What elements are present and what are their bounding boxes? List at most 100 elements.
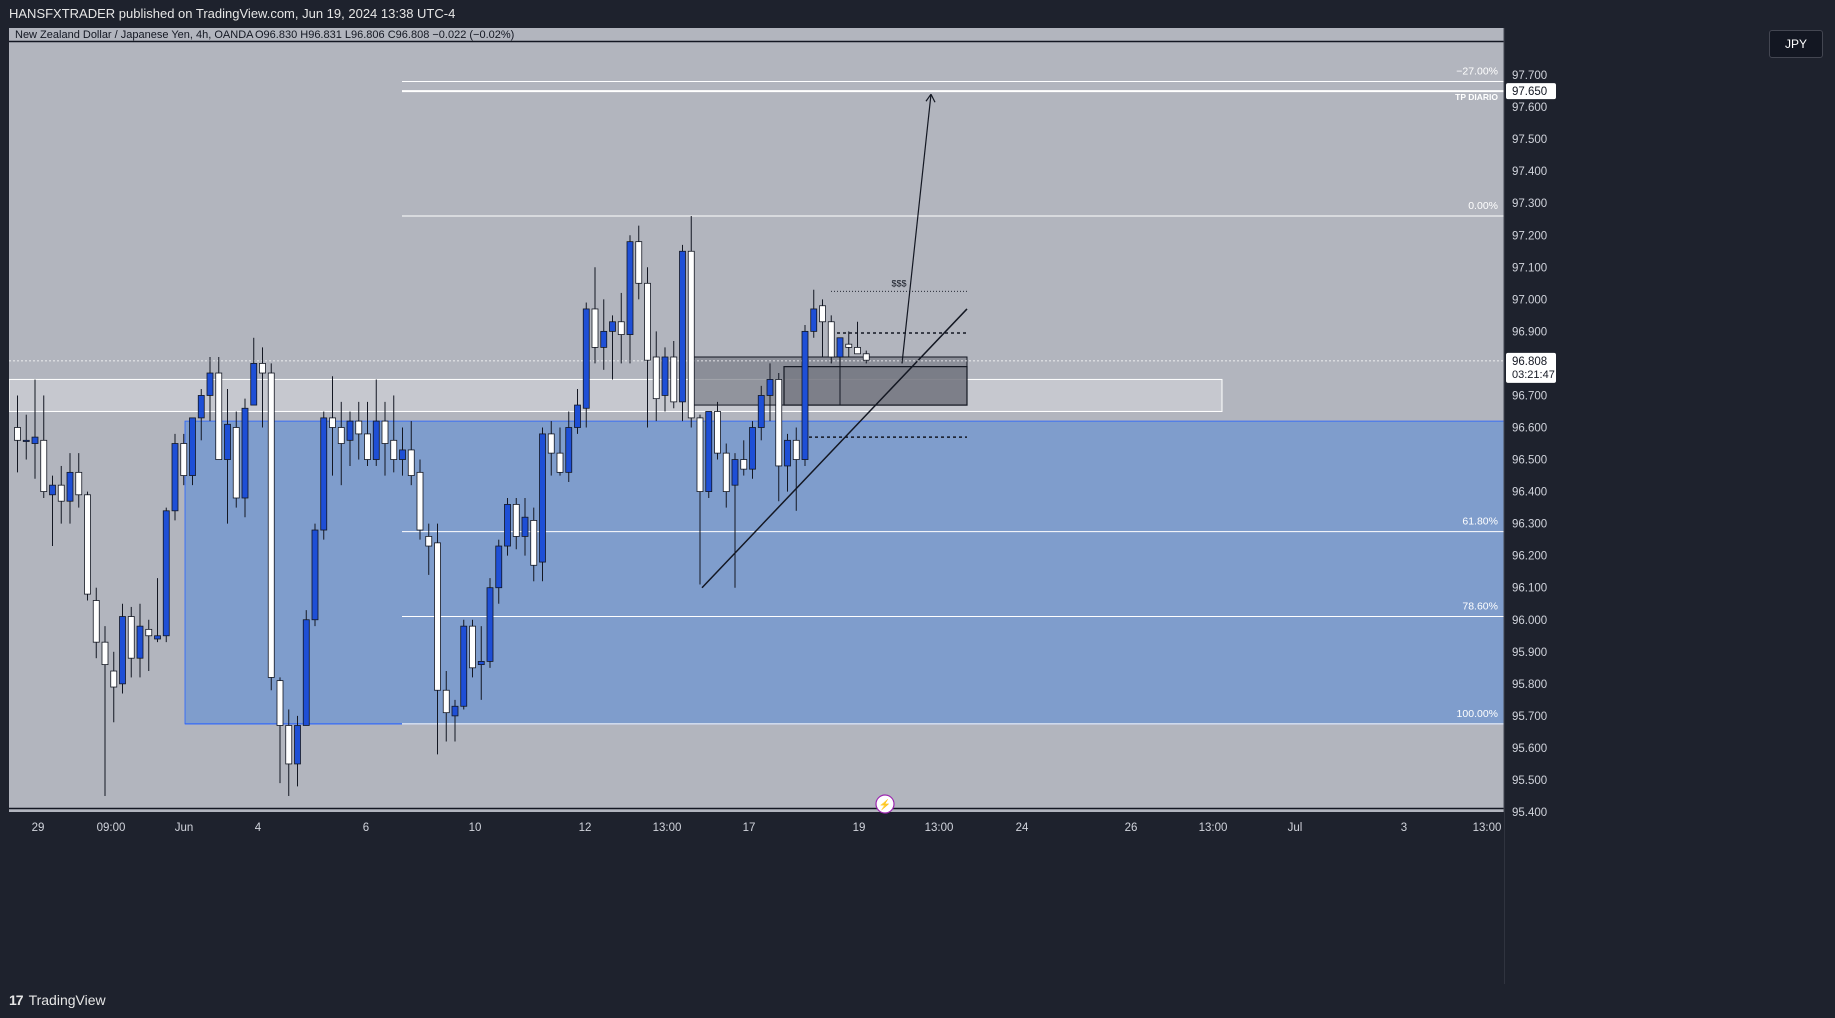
candle-body[interactable]	[661, 356, 669, 396]
candle-body[interactable]	[66, 471, 74, 502]
candle-body[interactable]	[757, 395, 765, 428]
candle-body[interactable]	[582, 308, 590, 409]
candle-body[interactable]	[84, 494, 91, 595]
candle-body[interactable]	[810, 308, 818, 332]
candle-body[interactable]	[477, 661, 485, 666]
candle-body[interactable]	[302, 619, 310, 726]
candle-body[interactable]	[92, 600, 100, 643]
candle-body[interactable]	[241, 407, 249, 499]
candle-body[interactable]	[512, 503, 520, 537]
candle-body[interactable]	[819, 305, 826, 323]
candle-body[interactable]	[617, 321, 625, 335]
candle-body[interactable]	[714, 411, 721, 454]
candle-body[interactable]	[276, 680, 284, 726]
candle-body[interactable]	[364, 433, 371, 460]
candle-body[interactable]	[749, 427, 756, 470]
candle-body[interactable]	[267, 372, 275, 678]
candle-body[interactable]	[442, 689, 450, 714]
candle-body[interactable]	[670, 356, 678, 403]
candle-body[interactable]	[110, 670, 118, 688]
candle-body[interactable]	[215, 372, 223, 460]
candle-body[interactable]	[127, 616, 135, 659]
candle-body[interactable]	[705, 411, 713, 492]
candle-body[interactable]	[232, 427, 240, 499]
candle-body[interactable]	[600, 330, 608, 348]
candle-body[interactable]	[171, 443, 179, 512]
candle-body[interactable]	[626, 241, 634, 335]
candle-body[interactable]	[722, 452, 730, 492]
candle-body[interactable]	[591, 308, 599, 348]
candle-body[interactable]	[539, 433, 546, 563]
candle-body[interactable]	[40, 439, 48, 492]
candle-body[interactable]	[329, 417, 336, 428]
candle-body[interactable]	[250, 363, 258, 406]
candle-body[interactable]	[766, 379, 774, 396]
candle-body[interactable]	[31, 436, 39, 444]
candle-body[interactable]	[784, 439, 791, 467]
candle-body[interactable]	[197, 395, 205, 419]
candle-body[interactable]	[556, 452, 564, 473]
candlestick-chart[interactable]: −27.00% 0.00% 61.80% 78.60% 100.00% TP DIARIO…	[9, 28, 1827, 984]
candle-body[interactable]	[644, 282, 651, 361]
candle-body[interactable]	[565, 427, 573, 473]
candle-body[interactable]	[425, 536, 433, 547]
candle-body[interactable]	[101, 641, 109, 666]
candle-body[interactable]	[652, 356, 660, 400]
candle-body[interactable]	[75, 471, 83, 496]
candle-body[interactable]	[451, 705, 459, 717]
candle-body[interactable]	[434, 542, 441, 691]
candle-body[interactable]	[14, 427, 21, 441]
time-axis[interactable]	[9, 812, 1504, 984]
lightning-icon[interactable]	[875, 794, 895, 814]
candle-body[interactable]	[731, 459, 739, 486]
candle-body[interactable]	[460, 625, 468, 707]
candle-body[interactable]	[547, 433, 555, 454]
candle-body[interactable]	[390, 439, 398, 460]
candle-body[interactable]	[259, 363, 266, 374]
candle-body[interactable]	[574, 404, 581, 428]
candle-body[interactable]	[372, 420, 380, 460]
candle-body[interactable]	[180, 443, 188, 476]
candle-body[interactable]	[285, 725, 293, 765]
candle-body[interactable]	[346, 420, 354, 441]
candle-body[interactable]	[320, 417, 328, 531]
candle-body[interactable]	[119, 616, 126, 685]
candle-body[interactable]	[854, 346, 861, 355]
candle-body[interactable]	[469, 625, 476, 669]
candle-body[interactable]	[311, 529, 319, 621]
candle-body[interactable]	[206, 372, 214, 396]
candle-body[interactable]	[495, 545, 503, 589]
candle-body[interactable]	[399, 449, 406, 460]
candle-body[interactable]	[836, 337, 844, 358]
candle-body[interactable]	[189, 417, 196, 476]
currency-button[interactable]: JPY	[1769, 30, 1823, 58]
candle-body[interactable]	[696, 417, 704, 492]
candle-body[interactable]	[154, 635, 161, 640]
candle-body[interactable]	[162, 510, 170, 637]
candle-body[interactable]	[416, 471, 424, 531]
candle-body[interactable]	[22, 439, 30, 442]
candle-body[interactable]	[49, 484, 56, 496]
candle-body[interactable]	[740, 459, 748, 470]
candle-body[interactable]	[827, 321, 835, 358]
price-axis[interactable]	[1504, 28, 1827, 984]
candle-body[interactable]	[486, 587, 494, 662]
candle-body[interactable]	[407, 449, 415, 476]
candle-body[interactable]	[679, 250, 686, 403]
candle-body[interactable]	[355, 420, 363, 435]
candle-body[interactable]	[635, 241, 643, 284]
candle-body[interactable]	[687, 250, 695, 419]
candle-body[interactable]	[504, 503, 511, 547]
candle-body[interactable]	[862, 353, 870, 361]
candle-body[interactable]	[224, 423, 231, 460]
candle-body[interactable]	[530, 520, 538, 566]
candle-body[interactable]	[145, 628, 153, 637]
candle-body[interactable]	[792, 439, 800, 460]
candle-body[interactable]	[845, 343, 853, 348]
tradingview-logo[interactable]: 17 TradingView	[9, 992, 106, 1008]
candle-body[interactable]	[609, 321, 616, 332]
candle-body[interactable]	[136, 625, 144, 659]
candle-body[interactable]	[775, 379, 783, 467]
candle-body[interactable]	[381, 420, 389, 444]
candle-body[interactable]	[801, 330, 809, 460]
